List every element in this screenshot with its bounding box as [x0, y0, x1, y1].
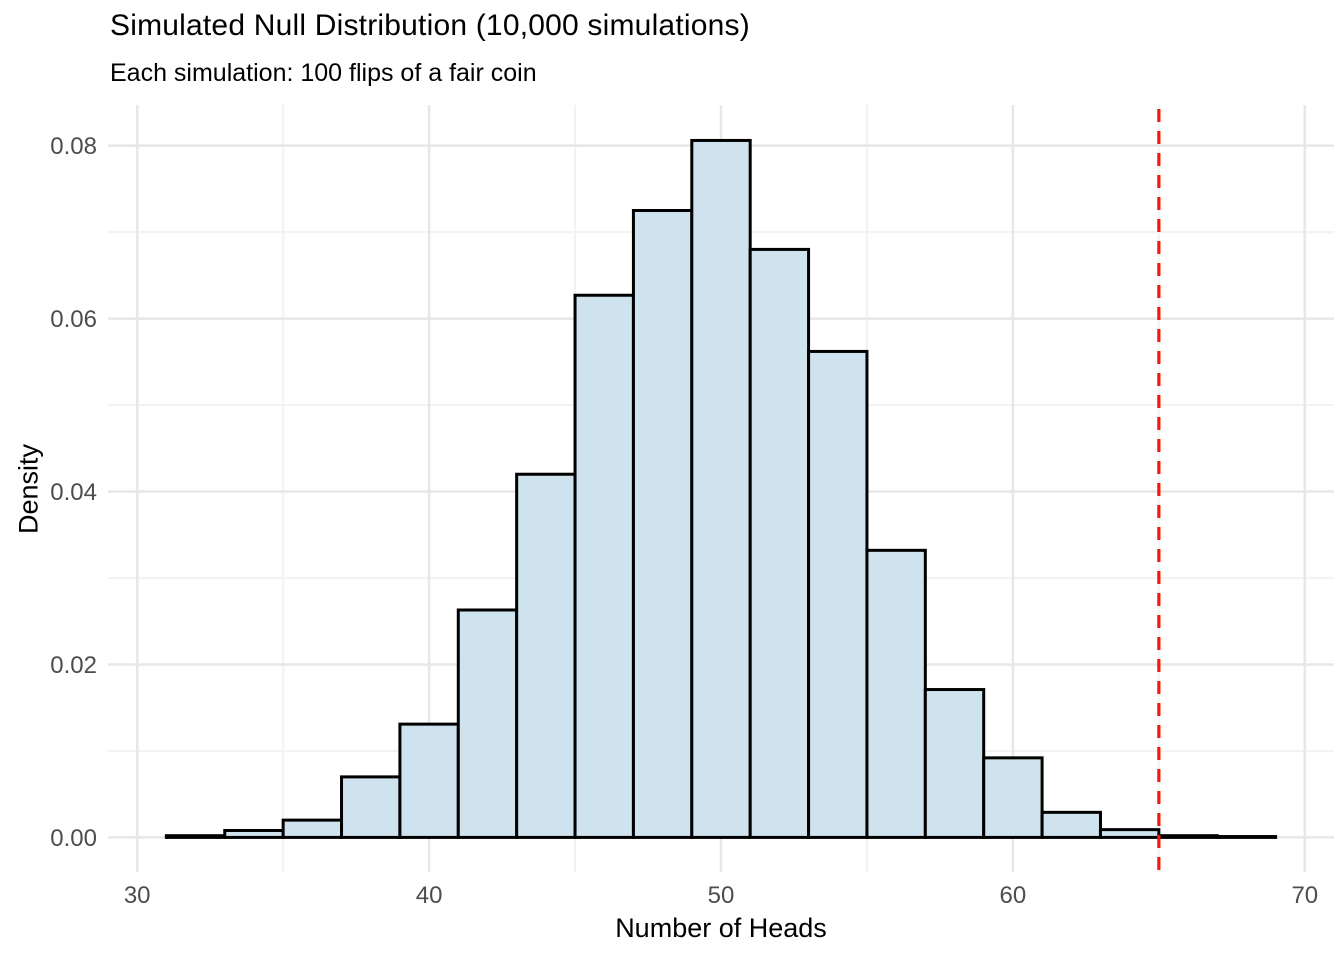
histogram-bar: [1157, 834, 1219, 839]
histogram-bar: [631, 208, 694, 839]
histogram-bar: [748, 247, 811, 839]
histogram-bar: [690, 138, 752, 839]
chart-subtitle: Each simulation: 100 flips of a fair coi…: [110, 59, 537, 87]
chart-title: Simulated Null Distribution (10,000 simu…: [110, 9, 750, 42]
histogram-bar: [573, 293, 635, 839]
histogram-bar: [1215, 835, 1278, 839]
histogram-bar: [223, 828, 285, 839]
x-tick-label: 30: [124, 882, 151, 909]
histogram-bar: [281, 818, 344, 839]
histogram-bar: [923, 688, 986, 839]
x-tick-label: 60: [1000, 882, 1027, 909]
y-axis-tick-labels: 0.00 0.02 0.04 0.06 0.08: [50, 133, 97, 852]
x-tick-label: 40: [416, 882, 443, 909]
y-tick-label: 0.08: [50, 133, 97, 160]
histogram-bar: [982, 756, 1044, 839]
x-axis-tick-labels: 30 40 50 60 70: [124, 882, 1318, 909]
x-tick-label: 50: [708, 882, 735, 909]
histogram-bar: [1098, 828, 1161, 839]
histogram-bar: [456, 608, 519, 839]
x-axis-title: Number of Heads: [615, 913, 827, 943]
y-tick-label: 0.02: [50, 652, 97, 679]
y-tick-label: 0.06: [50, 306, 97, 333]
histogram-bar: [340, 775, 402, 839]
y-tick-label: 0.04: [50, 479, 97, 506]
histogram-bar: [398, 722, 460, 839]
histogram-bar: [515, 472, 577, 839]
histogram-bar: [807, 349, 869, 839]
histogram-bar: [865, 548, 927, 839]
y-axis-title: Density: [13, 443, 44, 535]
histogram-bar: [164, 834, 227, 839]
x-tick-label: 70: [1291, 882, 1318, 909]
histogram-bar: [1040, 810, 1102, 839]
y-tick-label: 0.00: [50, 825, 97, 852]
histogram-bars: [164, 138, 1278, 839]
